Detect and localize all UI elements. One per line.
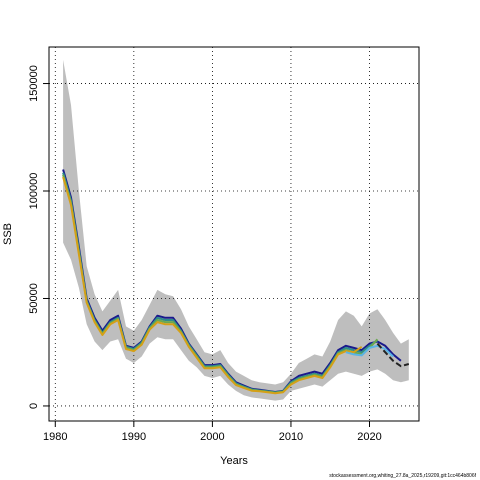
y-tick-label-0: 0 bbox=[28, 403, 40, 409]
confidence-band bbox=[63, 59, 409, 401]
source-footnote: stockassessment.org,whiting_27.8a_2025,r… bbox=[329, 473, 476, 479]
series-line-5 bbox=[376, 342, 410, 368]
x-tick-label-1: 1990 bbox=[122, 431, 146, 443]
confidence-band-layer bbox=[63, 59, 409, 401]
y-tick-label-1: 50000 bbox=[28, 283, 40, 314]
y-tick-label-2: 100000 bbox=[28, 173, 40, 210]
y-axis: 0 50000 100000 150000 bbox=[28, 65, 49, 409]
series-line-4 bbox=[345, 344, 394, 358]
plot-frame bbox=[48, 46, 420, 422]
x-tick-label-3: 2010 bbox=[279, 431, 303, 443]
y-tick-label-3: 150000 bbox=[28, 65, 40, 102]
x-tick-label-2: 2000 bbox=[200, 431, 224, 443]
grid-layer bbox=[49, 47, 419, 421]
x-axis: 1980 1990 2000 2010 2020 bbox=[43, 421, 382, 443]
x-axis-title: Years bbox=[220, 455, 248, 467]
x-tick-label-4: 2020 bbox=[357, 431, 381, 443]
x-tick-label-0: 1980 bbox=[43, 431, 67, 443]
series-line-3 bbox=[62, 176, 363, 395]
y-axis-title: SSB bbox=[2, 223, 14, 245]
series-layer bbox=[62, 169, 410, 395]
